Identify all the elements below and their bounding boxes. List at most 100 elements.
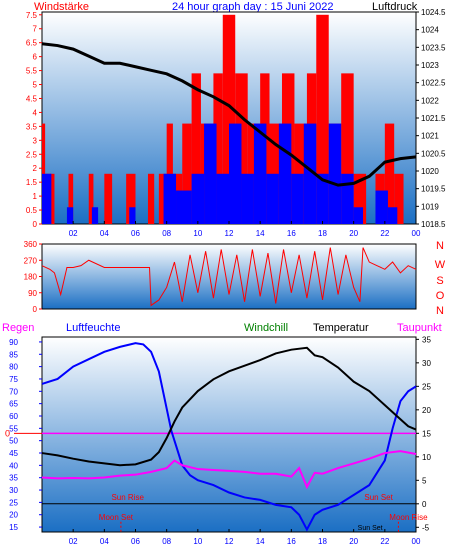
temperature-line (41, 346, 417, 467)
temp-tick-label-8: 35 (422, 335, 431, 344)
humidity-tick-label-3: 30 (9, 486, 18, 495)
wind-avg-bar-16 (266, 173, 279, 224)
p1-xtick-label-4: 10 (193, 229, 202, 238)
wind-avg-bar-21 (328, 123, 342, 224)
p3-xtick-label-3: 08 (162, 537, 171, 546)
humidity-tick-label-9: 60 (9, 412, 18, 421)
pressure-tick-label-1: 1019 (421, 202, 439, 211)
wind-tick-label-5: 2.5 (26, 150, 38, 159)
moon-rise-label: Moon Rise (389, 513, 428, 522)
p3-xtick-label-6: 14 (256, 537, 265, 546)
wind-avg-bar-14 (241, 173, 254, 224)
p1-xtick-label-11: 00 (412, 229, 421, 238)
humidity-tick-label-1: 20 (9, 511, 18, 520)
humidity-tick-label-12: 75 (9, 375, 18, 384)
pressure-tick-label-6: 1021.5 (421, 114, 446, 123)
sun-set-label: Sun Set (364, 493, 393, 502)
wind-tick-label-2: 1 (33, 192, 38, 201)
wind-tick-label-13: 6.5 (26, 39, 38, 48)
wind-tick-label-15: 7.5 (26, 11, 38, 20)
wind-avg-bar-2 (66, 207, 74, 224)
pressure-tick-label-0: 1018.5 (421, 220, 446, 229)
wind-avg-bar-10 (191, 173, 205, 224)
compass-label-3: O (436, 290, 445, 302)
wind-gust-bar-9 (126, 173, 136, 224)
dewpoint-line (41, 450, 417, 490)
wind-avg-bar-20 (316, 173, 329, 224)
wind-tick-label-14: 7 (33, 25, 38, 34)
wind-gust-bar-35 (394, 173, 404, 224)
wind-avg-bar-11 (204, 123, 217, 224)
dir-tick-label-3: 270 (24, 256, 38, 265)
p1-xtick-label-10: 22 (380, 229, 389, 238)
p1-xtick-label-7: 16 (287, 229, 296, 238)
humidity-tick-label-8: 55 (9, 424, 18, 433)
p1-xtick-label-2: 06 (131, 229, 140, 238)
temperatur-label: Temperatur (313, 322, 369, 334)
wind-avg-bar-23 (353, 207, 364, 224)
humidity-tick-label-15: 90 (9, 338, 18, 347)
pressure-tick-label-4: 1020.5 (421, 149, 446, 158)
compass-label-4: N (436, 305, 444, 317)
p3-xtick-label-4: 10 (193, 537, 202, 546)
wind-avg-bar-6 (129, 207, 136, 224)
wind-tick-label-0: 0 (33, 220, 38, 229)
p3-xtick-label-1: 04 (100, 537, 109, 546)
wind-tick-label-1: 0.5 (26, 206, 38, 215)
pressure-tick-label-10: 1023.5 (421, 43, 446, 52)
wind-avg-bar-0 (42, 173, 52, 224)
sun-set-small-label: Sun Set (358, 525, 383, 532)
wind-avg-bar-25 (375, 190, 388, 224)
luftfeuchte-label: Luftfeuchte (66, 322, 120, 334)
rain-zero-label: 0 (5, 428, 10, 438)
wind-tick-label-3: 1.5 (26, 178, 38, 187)
wind-gust-bar-28 (316, 14, 329, 224)
wind-avg-bar-15 (253, 123, 267, 224)
p3-xtick-label-9: 20 (349, 537, 358, 546)
p1-xtick-label-5: 12 (225, 229, 234, 238)
p1-xtick-label-9: 20 (349, 229, 358, 238)
humidity-line (41, 342, 417, 532)
p3-xtick-label-7: 16 (287, 537, 296, 546)
wind-gust-bar-13 (158, 173, 167, 224)
p1-xtick-label-1: 04 (100, 229, 109, 238)
wind-avg-bar-13 (229, 123, 242, 224)
wind-avg-bar-9 (176, 190, 192, 224)
wind-avg-bar-12 (216, 173, 229, 224)
pressure-tick-label-8: 1022.5 (421, 79, 446, 88)
wind-tick-label-4: 2 (33, 164, 38, 173)
temp-tick-label-1: 0 (422, 500, 427, 509)
wind-gust-bar-34 (384, 123, 395, 224)
pressure-tick-label-5: 1021 (421, 132, 439, 141)
temp-tick-label-2: 5 (422, 476, 427, 485)
wind-direction-line (41, 247, 417, 307)
windchill-label: Windchill (244, 322, 288, 334)
p1-xtick-label-6: 14 (256, 229, 265, 238)
wind-avg-bar-4 (91, 207, 99, 224)
compass-label-0: N (436, 240, 444, 252)
p3-xtick-label-8: 18 (318, 537, 327, 546)
p3-xtick-label-5: 12 (225, 537, 234, 546)
dir-tick-label-2: 180 (24, 273, 38, 282)
wind-gust-bar-11 (147, 173, 155, 224)
pressure-tick-label-7: 1022 (421, 96, 439, 105)
wind-avg-bar-19 (303, 123, 317, 224)
wind-direction-panel (41, 243, 417, 310)
dir-tick-label-4: 360 (24, 240, 38, 249)
compass-label-1: W (435, 259, 446, 271)
temp-tick-label-7: 30 (422, 359, 431, 368)
wind-avg-bar-22 (341, 173, 354, 224)
regen-label: Regen (2, 322, 34, 334)
wind-avg-bar-26 (387, 207, 398, 224)
moon-set-label: Moon Set (99, 513, 134, 522)
temp-tick-label-5: 20 (422, 406, 431, 415)
luftdruck-title: Luftdruck (372, 1, 418, 13)
wind-tick-label-8: 4 (33, 108, 38, 117)
humidity-tick-label-4: 35 (9, 474, 18, 483)
windstaerke-title: Windstärke (34, 1, 89, 13)
pressure-line (41, 42, 417, 187)
compass-label-2: S (436, 275, 443, 287)
sun-rise-label: Sun Rise (111, 493, 144, 502)
temp-tick-label-4: 15 (422, 429, 431, 438)
